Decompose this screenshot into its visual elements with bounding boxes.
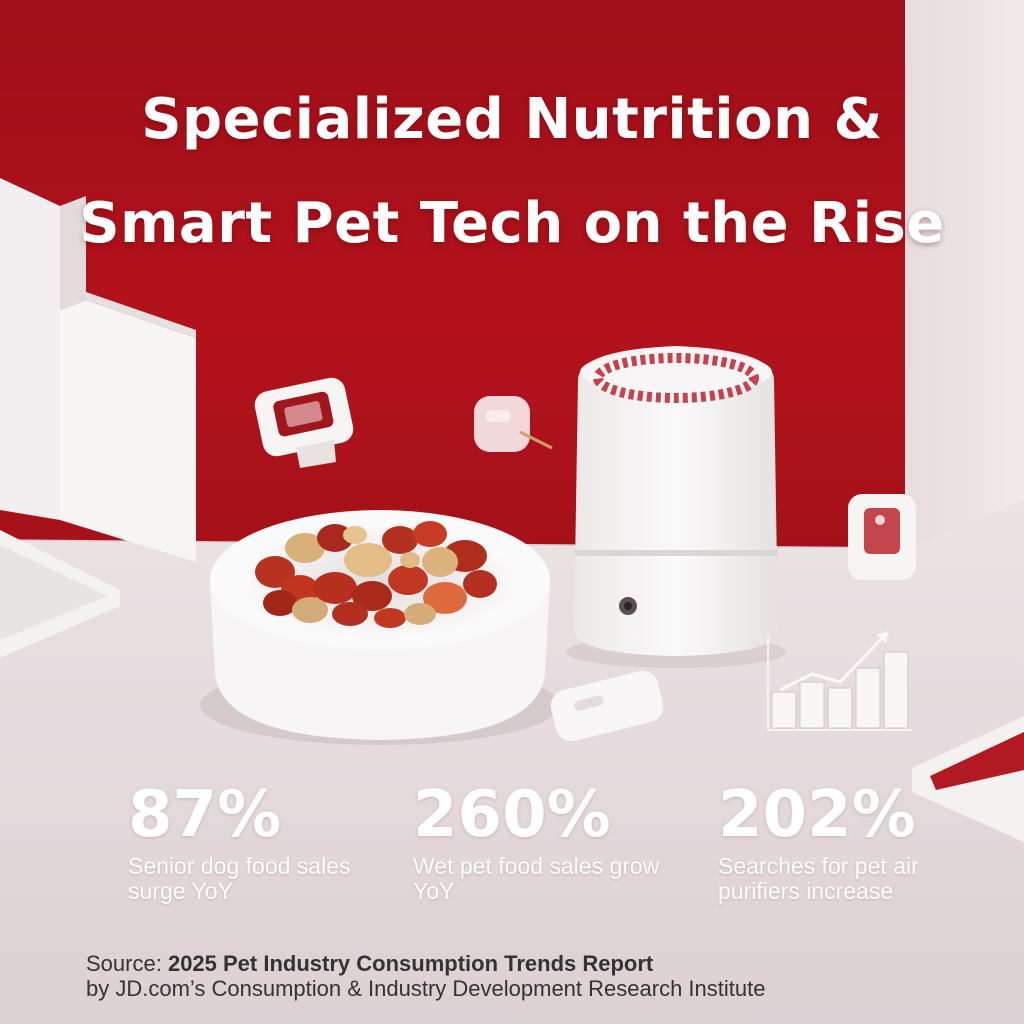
thermometer-gadget xyxy=(254,377,354,468)
stat-value: 260% xyxy=(413,778,611,852)
remote-gadget xyxy=(550,670,664,742)
keyboard-icon xyxy=(0,530,120,658)
trend-line-icon xyxy=(779,630,890,692)
stat-value: 87% xyxy=(128,778,282,852)
source-line-1: Source: 2025 Pet Industry Consumption Tr… xyxy=(86,951,986,976)
stat-senior-dog-food: 87% Senior dog food sales surge YoY xyxy=(128,778,428,904)
sensor-gadget xyxy=(474,396,553,452)
stat-wet-pet-food: 260% Wet pet food sales grow YoY xyxy=(413,778,713,904)
source-report-title: 2025 Pet Industry Consumption Trends Rep… xyxy=(167,951,654,976)
source-citation: Source: 2025 Pet Industry Consumption Tr… xyxy=(86,951,986,1001)
bar-chart-icon xyxy=(767,636,912,731)
food-bowl xyxy=(210,510,550,740)
stat-label: Searches for pet air purifiers increase xyxy=(718,853,919,904)
headline-line-2: Smart Pet Tech on the Rise xyxy=(79,191,945,256)
stat-value: 202% xyxy=(718,778,916,852)
source-byline: by JD.com’s Consumption & Industry Devel… xyxy=(86,976,766,1001)
headline-line-1: Specialized Nutrition & xyxy=(141,87,883,152)
pet-food-kibble xyxy=(255,521,497,628)
air-purifier xyxy=(574,346,778,656)
stat-label: Senior dog food sales surge YoY xyxy=(128,853,351,904)
stat-label: Wet pet food sales grow YoY xyxy=(413,853,660,904)
white-blocks xyxy=(0,178,196,562)
headline: Specialized Nutrition & Smart Pet Tech o… xyxy=(0,68,1024,276)
source-prefix: Source: xyxy=(86,951,162,976)
tag-gadget xyxy=(848,494,916,580)
stat-air-purifier-searches: 202% Searches for pet air purifiers incr… xyxy=(718,778,1018,904)
booklet xyxy=(912,716,1024,842)
